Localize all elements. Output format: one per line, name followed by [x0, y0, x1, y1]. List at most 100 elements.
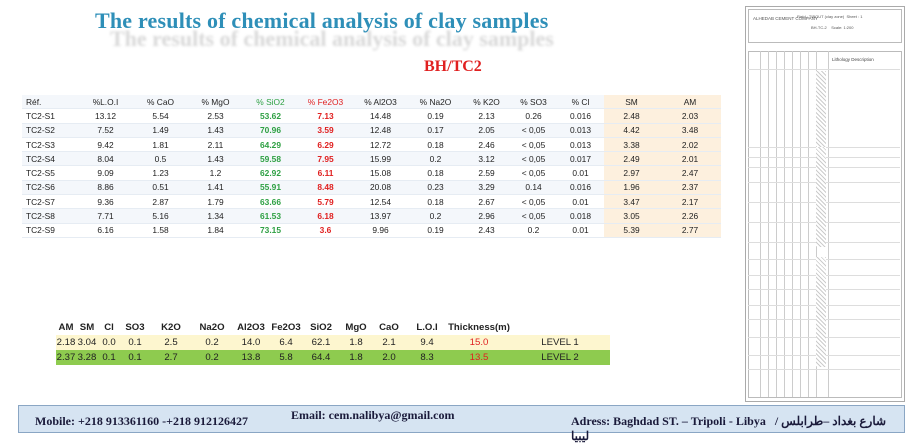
table-cell: 3.59	[298, 123, 353, 138]
table-cell: < 0,05	[510, 151, 557, 167]
table-cell: < 0,05	[510, 137, 557, 153]
table-cell: TC2-S1	[22, 108, 78, 124]
log-column-divider	[784, 51, 785, 397]
table-cell: 0.013	[557, 137, 604, 153]
table-cell: 7.95	[298, 151, 353, 167]
table-cell: 2.02	[659, 137, 721, 153]
summary-header-cell: Fe2O3	[270, 320, 302, 335]
summary-cell: 2.5	[150, 335, 192, 350]
table-cell: 0.016	[557, 180, 604, 196]
table-cell: 0.51	[133, 180, 188, 196]
summary-cell: 0.2	[192, 335, 232, 350]
table-cell: 2.96	[463, 208, 510, 224]
table-cell: 63.66	[243, 194, 298, 210]
summary-cell: 14.0	[232, 335, 270, 350]
level-label: LEVEL 2	[510, 350, 610, 365]
table-cell: 8.04	[78, 151, 133, 167]
table-cell: 2.67	[463, 194, 510, 210]
table-cell: 12.54	[353, 194, 408, 210]
table-header-cell: SM	[604, 95, 659, 110]
summary-cell: 0.1	[120, 335, 150, 350]
table-cell: 61.53	[243, 208, 298, 224]
table-header-cell: % Fe2O3	[298, 95, 353, 110]
table-cell: 1.41	[188, 180, 243, 196]
table-cell: 15.08	[353, 165, 408, 181]
table-header-cell: %L.O.I	[78, 95, 133, 110]
table-cell: 5.16	[133, 208, 188, 224]
table-cell: 1.96	[604, 180, 659, 196]
log-column-divider	[800, 51, 801, 397]
table-cell: 0.19	[408, 223, 463, 238]
thickness-cell: 15.0	[448, 335, 510, 350]
table-cell: 53.62	[243, 108, 298, 124]
borehole-subtitle: BH/TC2	[424, 58, 482, 75]
summary-level-row: 2.37 3.28 0.1 0.1 2.7 0.2 13.8 5.8 64.4 1.8 2.0 8.3…	[56, 350, 610, 365]
table-cell: 9.42	[78, 137, 133, 153]
summary-header-cell: SiO2	[302, 320, 340, 335]
table-cell: 14.48	[353, 108, 408, 124]
table-cell: 6.18	[298, 208, 353, 224]
summary-header-cell: Na2O	[192, 320, 232, 335]
table-row: TC2-S3 9.42 1.81 2.11 64.29 6.29 12.72 0.18 2.46…	[22, 137, 721, 153]
table-cell: 0.23	[408, 180, 463, 196]
table-cell: 2.46	[463, 137, 510, 153]
log-lithology-pattern	[816, 147, 826, 247]
table-row: TC2-S5 9.09 1.23 1.2 62.92 6.11 15.08 0.18 2.59 <…	[22, 165, 721, 181]
summary-header-cell: SM	[76, 320, 98, 335]
summary-cell: 2.0	[372, 350, 406, 365]
footer-address: Adress: Baghdad ST. – Tripoli - Libya شا…	[571, 414, 887, 443]
footer-bar: Mobile: +218 913361160 -+218 912126427 E…	[18, 405, 905, 443]
table-cell: 2.11	[188, 137, 243, 153]
summary-header-cell: Cl	[98, 320, 120, 335]
summary-cell: 3.04	[76, 335, 98, 350]
summary-cell: 1.8	[340, 335, 372, 350]
table-cell: 6.16	[78, 223, 133, 238]
table-cell: 1.81	[133, 137, 188, 153]
table-cell: 0.5	[133, 151, 188, 167]
table-cell: 62.92	[243, 165, 298, 181]
summary-cell: 8.3	[406, 350, 448, 365]
table-cell: 6.11	[298, 165, 353, 181]
summary-header-cell: MgO	[340, 320, 372, 335]
table-cell: 0.18	[408, 137, 463, 153]
summary-cell: 3.28	[76, 350, 98, 365]
table-cell: 3.48	[659, 123, 721, 138]
table-cell: 12.48	[353, 123, 408, 138]
table-cell: 0.2	[408, 151, 463, 167]
table-cell: 6.29	[298, 137, 353, 153]
footer-mobile: Mobile: +218 913361160 -+218 912126427	[35, 414, 248, 428]
level-summary-table: AM SM Cl SO3 K2O Na2O Al2O3 Fe2O3 SiO2 MgO CaO L.O.…	[56, 320, 610, 365]
table-cell: 2.77	[659, 223, 721, 238]
log-depth-line	[748, 369, 900, 370]
table-cell: 64.29	[243, 137, 298, 153]
summary-cell: 0.2	[192, 350, 232, 365]
table-cell: 9.96	[353, 223, 408, 238]
summary-header-cell: L.O.I	[406, 320, 448, 335]
table-header-cell: % Cl	[557, 95, 604, 110]
table-cell: 3.47	[604, 194, 659, 210]
table-cell: 0.26	[510, 108, 557, 124]
log-depth-line	[748, 69, 900, 70]
table-cell: 2.01	[659, 151, 721, 167]
table-cell: 0.18	[408, 194, 463, 210]
table-cell: 2.97	[604, 165, 659, 181]
table-cell: 9.09	[78, 165, 133, 181]
log-field: Field : TIBOUT (clay zone) Sheet : 1	[797, 14, 863, 19]
summary-cell: 62.1	[302, 335, 340, 350]
summary-cell: 0.1	[120, 350, 150, 365]
table-cell: 1.34	[188, 208, 243, 224]
table-cell: 3.38	[604, 137, 659, 153]
summary-header-cell: SO3	[120, 320, 150, 335]
table-cell: 1.23	[133, 165, 188, 181]
summary-cell: 2.18	[56, 335, 76, 350]
table-cell: 1.84	[188, 223, 243, 238]
log-column-divider	[808, 51, 809, 397]
table-cell: 2.03	[659, 108, 721, 124]
table-cell: 1.43	[188, 123, 243, 138]
log-company: ALHEDAB CEMENT COMPANY	[753, 16, 818, 21]
table-cell: 2.47	[659, 165, 721, 181]
table-header-cell: AM	[659, 95, 721, 110]
table-cell: 2.37	[659, 180, 721, 196]
summary-cell: 64.4	[302, 350, 340, 365]
table-header-cell: % Al2O3	[353, 95, 408, 110]
